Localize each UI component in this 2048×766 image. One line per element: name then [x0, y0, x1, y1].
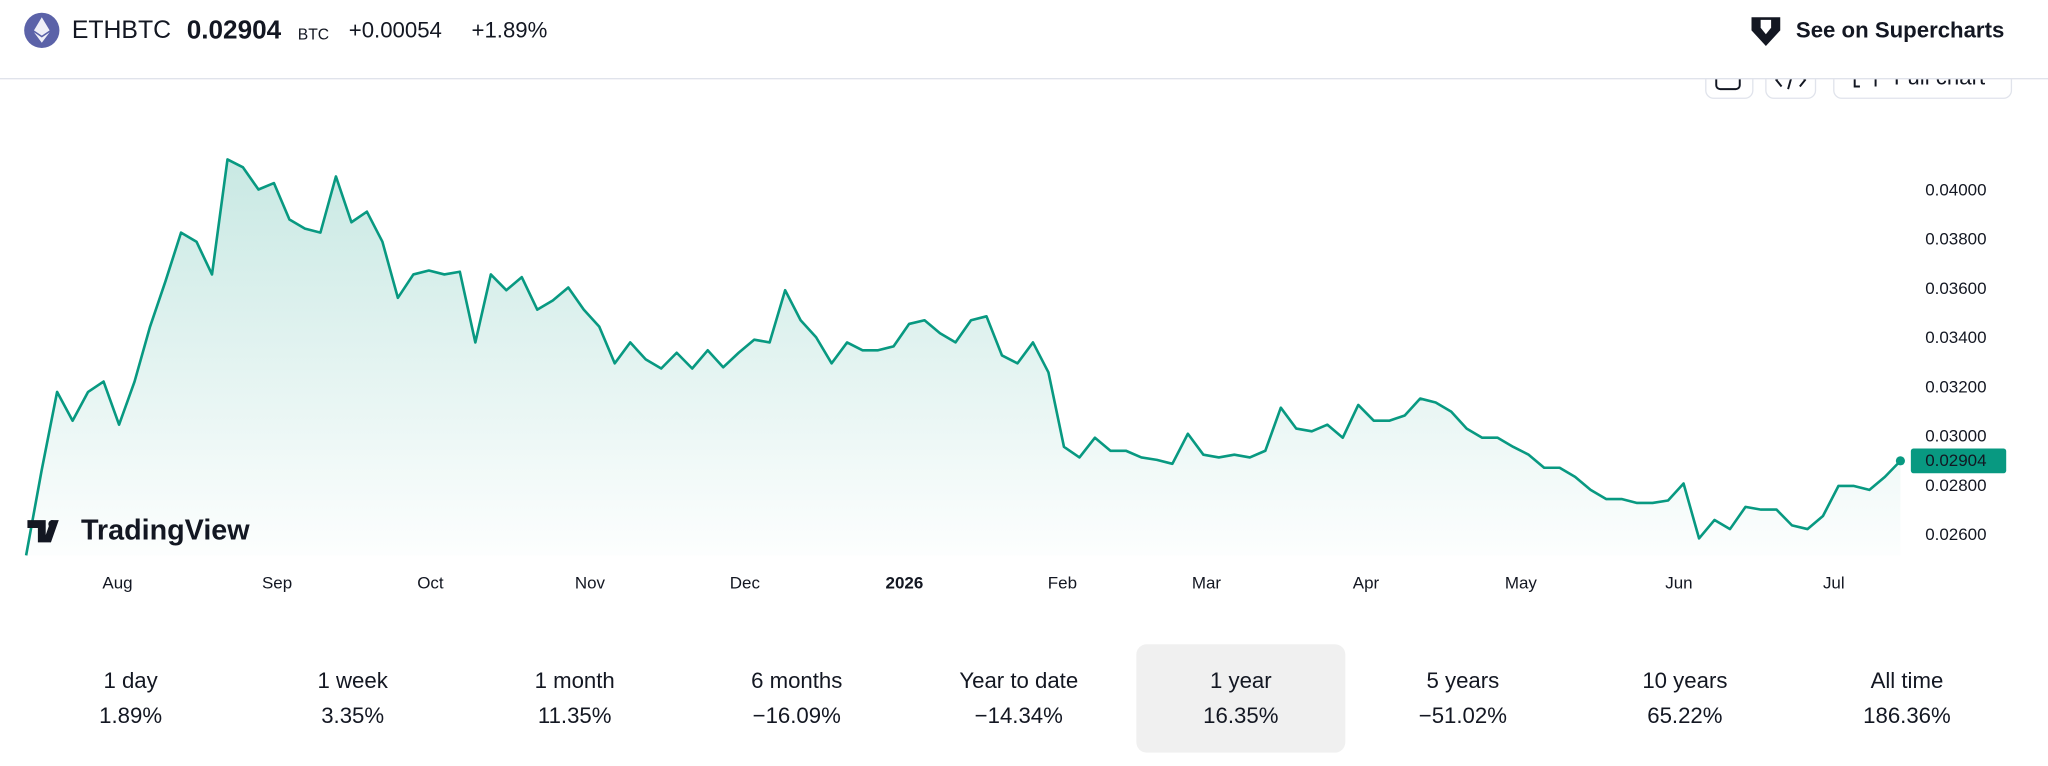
price-line: [24, 158, 1902, 556]
x-tick-label: Aug: [102, 574, 132, 593]
y-tick-label: 0.03000: [1925, 427, 1986, 446]
period-label[interactable]: 1 week: [317, 668, 388, 693]
period-change[interactable]: −51.02%: [1419, 703, 1507, 728]
period-label[interactable]: 10 years: [1642, 668, 1727, 693]
period-change[interactable]: 65.22%: [1647, 703, 1722, 728]
last-price-label: 0.02904: [1925, 451, 1986, 470]
period-label[interactable]: 1 day: [103, 668, 158, 693]
supercharts-link[interactable]: See on Supercharts: [1796, 18, 2004, 43]
period-change[interactable]: 16.35%: [1203, 703, 1278, 728]
period-change[interactable]: 11.35%: [538, 703, 612, 728]
period-label[interactable]: Year to date: [959, 668, 1078, 693]
period-change[interactable]: −14.34%: [975, 703, 1063, 728]
x-tick-label: Dec: [730, 574, 761, 593]
periods: 1 day 1.89% 1 week 3.35% 1 month 11.35% 6 mont…: [99, 644, 1951, 753]
change: +0.00054: [349, 18, 442, 43]
last-point: [1895, 456, 1905, 466]
watermark-logo-dot: [48, 520, 57, 528]
price: 0.02904: [187, 15, 282, 45]
x-tick-label: Feb: [1048, 574, 1077, 593]
x-tick-label: Apr: [1353, 574, 1380, 593]
last-price-badge: [1910, 448, 2007, 474]
eth-icon: [33, 17, 50, 43]
x-tick-label: Sep: [262, 574, 292, 593]
period-change[interactable]: −16.09%: [753, 703, 841, 728]
symbol: ETHBTC: [72, 17, 171, 44]
header: ETHBTC 0.02904 BTC +0.00054 +1.89% See o…: [0, 0, 2048, 80]
period-label[interactable]: 5 years: [1426, 668, 1499, 693]
change-percent: +1.89%: [472, 18, 548, 43]
period-label[interactable]: 6 months: [751, 668, 842, 693]
x-tick-label: Jun: [1665, 574, 1692, 593]
y-tick-label: 0.02800: [1925, 476, 1986, 495]
period-change[interactable]: 3.35%: [321, 703, 384, 728]
y-tick-label: 0.04000: [1925, 180, 1986, 199]
supercharts-icon-inner: [1760, 19, 1772, 35]
x-tick-label: May: [1505, 574, 1538, 593]
period-change[interactable]: 1.89%: [99, 703, 162, 728]
x-tick-label: Oct: [417, 574, 444, 593]
period-label[interactable]: 1 year: [1210, 668, 1272, 693]
y-tick-label: 0.02600: [1925, 525, 1986, 544]
x-tick-label: 2026: [886, 574, 924, 593]
period-label[interactable]: 1 month: [535, 668, 615, 693]
header-bg: [0, 0, 2048, 79]
period-label[interactable]: All time: [1871, 668, 1944, 693]
y-tick-label: 0.03800: [1925, 230, 1986, 249]
y-tick-label: 0.03200: [1925, 377, 1986, 396]
period-selected-bg: [1136, 644, 1346, 753]
y-tick-label: 0.03400: [1925, 328, 1986, 347]
plot: 0.02600 0.02800 0.03000 0.03200 0.03400 0.036…: [24, 158, 2007, 593]
area: [26, 159, 1901, 556]
period-change[interactable]: 186.36%: [1863, 703, 1951, 728]
x-tick-label: Nov: [575, 574, 606, 593]
x-tick-label: Jul: [1823, 574, 1845, 593]
x-tick-label: Mar: [1192, 574, 1222, 593]
watermark: TradingView: [27, 514, 250, 546]
currency: BTC: [298, 27, 329, 44]
watermark-text: TradingView: [81, 514, 250, 546]
y-tick-label: 0.03600: [1925, 279, 1986, 298]
